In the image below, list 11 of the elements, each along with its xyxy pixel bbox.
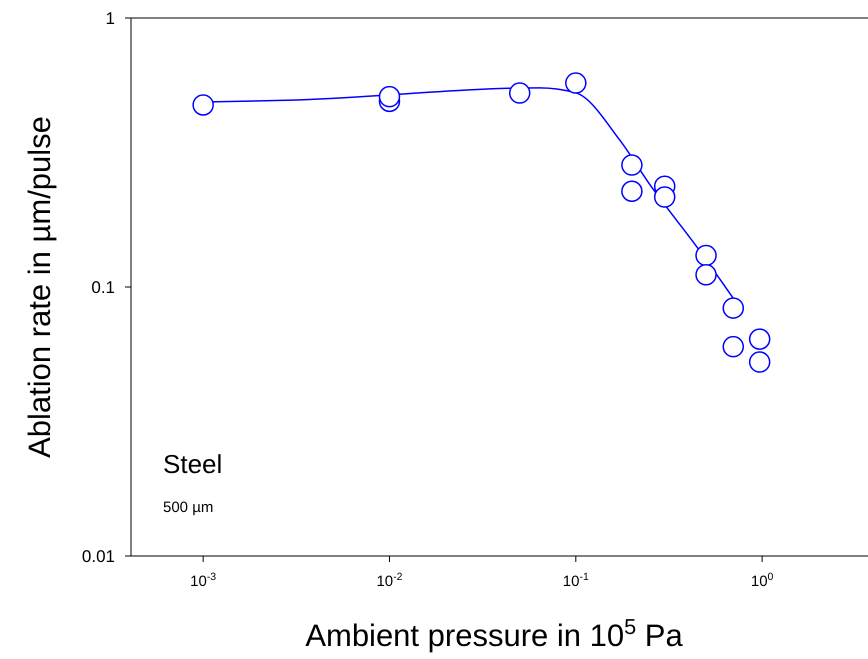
x-tick-label: 10$^{0}$ bbox=[750, 571, 774, 590]
x-tick-label: 10$^{-3}$ bbox=[190, 571, 216, 590]
y-tick-label: 0.01 bbox=[82, 547, 115, 566]
y-tick-label: 0.1 bbox=[91, 278, 115, 297]
y-tick-label: 1 bbox=[106, 9, 115, 28]
annotation: Steel bbox=[163, 449, 222, 479]
y-axis-title: Ablation rate in µm/pulse bbox=[22, 116, 57, 458]
x-tick-label: 10$^{-1}$ bbox=[562, 571, 589, 590]
annotation: 500 µm bbox=[163, 499, 214, 516]
x-axis-title: Ambient pressure in 10$^{5}$ Pa bbox=[305, 614, 684, 653]
x-tick-label: 10$^{-2}$ bbox=[376, 571, 403, 590]
